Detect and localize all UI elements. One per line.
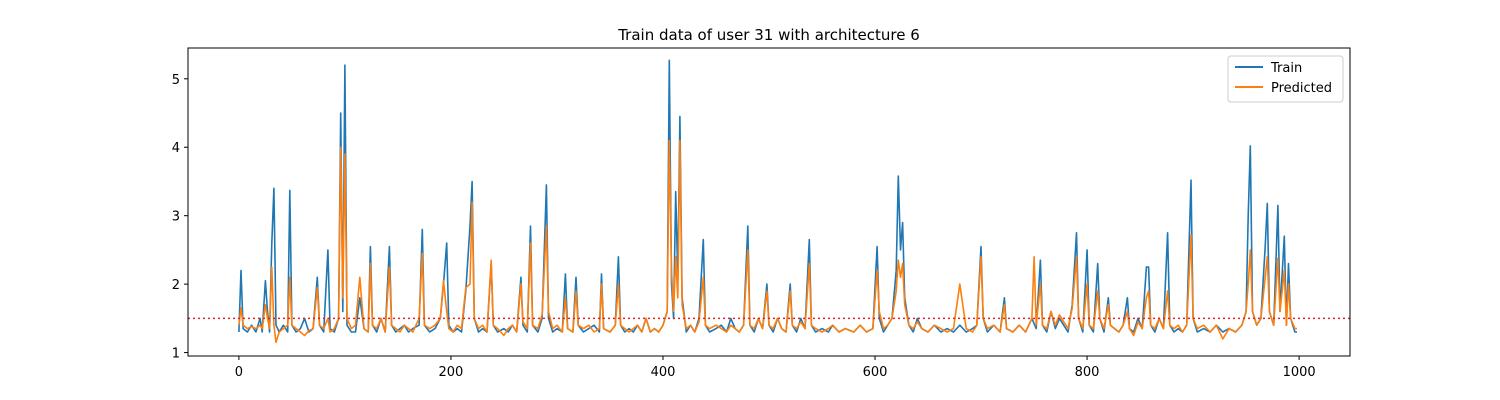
- plot-area: [187, 47, 1351, 357]
- series-layer: [188, 59, 1350, 344]
- series-line-predicted: [238, 139, 1297, 344]
- x-tick-label: 0: [235, 365, 243, 380]
- x-tick-label: 800: [1075, 365, 1100, 380]
- x-tick-label: 400: [651, 365, 676, 380]
- y-tick-label: 1: [172, 347, 180, 362]
- y-axis: 1 2 3 4 5: [172, 73, 188, 362]
- legend-predicted-label: Predicted: [1271, 81, 1332, 96]
- x-tick-label: 200: [439, 365, 464, 380]
- series-line-train: [238, 59, 1297, 333]
- x-tick-label: 600: [863, 365, 888, 380]
- legend-train-label: Train: [1270, 61, 1302, 76]
- y-tick-label: 5: [172, 73, 180, 88]
- legend: Train Predicted: [1227, 55, 1344, 103]
- y-tick-label: 4: [172, 141, 180, 156]
- y-tick-label: 2: [172, 278, 180, 293]
- axes-frame: [187, 47, 1351, 357]
- x-axis: 0 200 400 600 800 1000: [235, 356, 1316, 380]
- y-tick-label: 3: [172, 210, 180, 225]
- x-tick-label: 1000: [1283, 365, 1316, 380]
- chart-title: Train data of user 31 with architecture …: [617, 26, 920, 44]
